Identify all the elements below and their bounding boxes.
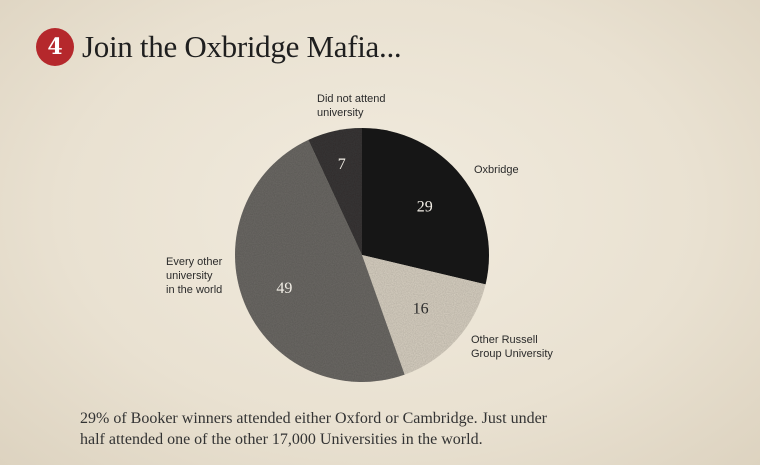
header: 4 Join the Oxbridge Mafia... — [36, 28, 402, 66]
label-did-not-attend: Did not attend university — [317, 93, 389, 119]
label-every-other: Every other university in the world — [166, 256, 225, 296]
label-oxbridge: Oxbridge — [474, 164, 519, 176]
label-other-russell: Other Russell Group University — [471, 334, 553, 360]
pie-value-labels: 29 16 49 7 — [276, 156, 432, 317]
value-label-did-not-attend: 7 — [338, 156, 346, 173]
value-label-every-other: 49 — [276, 280, 292, 297]
pie-slice-other-russell — [362, 255, 486, 375]
caption: 29% of Booker winners attended either Ox… — [80, 408, 600, 450]
page-title: Join the Oxbridge Mafia... — [82, 29, 402, 64]
value-label-oxbridge: 29 — [417, 198, 433, 215]
pie-slice-did-not-attend — [308, 128, 362, 255]
pie-slice-oxbridge — [362, 128, 489, 285]
pie-slice-every-other — [234, 139, 405, 383]
pie-slices — [234, 128, 489, 383]
value-label-other-russell: 16 — [413, 301, 429, 318]
caption-line-2: half attended one of the other 17,000 Un… — [80, 431, 483, 448]
number-badge: 4 — [36, 28, 74, 66]
caption-line-1: 29% of Booker winners attended either Ox… — [80, 410, 547, 427]
